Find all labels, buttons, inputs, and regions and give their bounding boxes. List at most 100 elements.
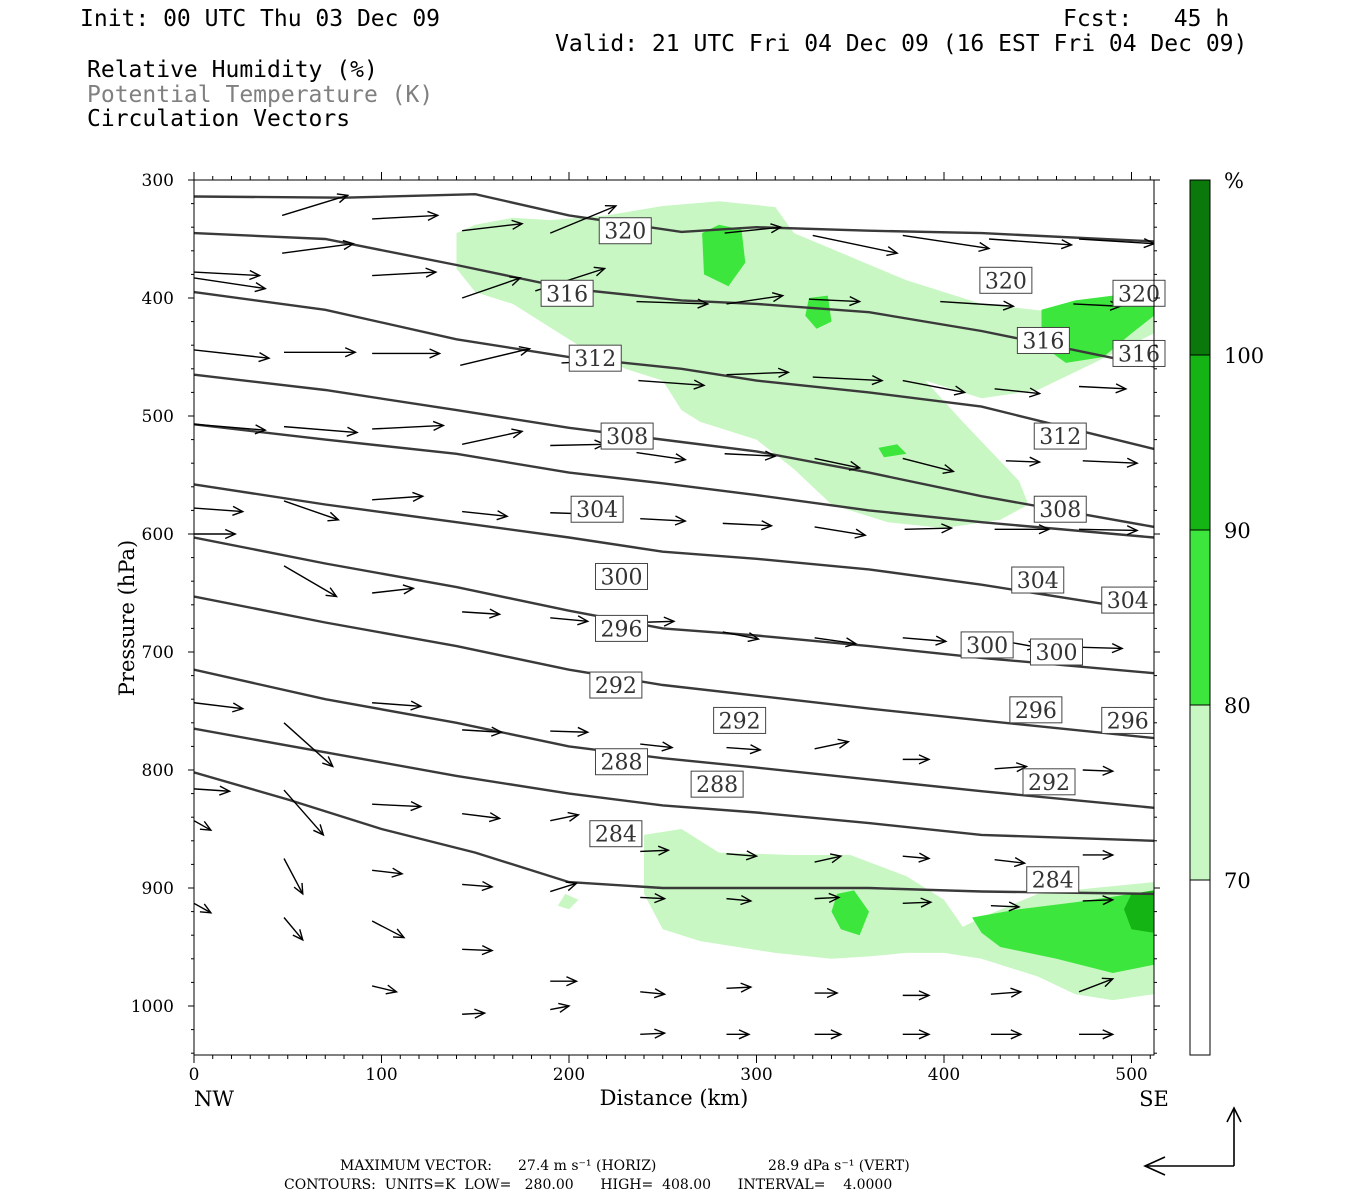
- circulation-vector: [372, 420, 446, 432]
- x-end-label-nw: NW: [194, 1087, 234, 1111]
- circulation-vector: [550, 881, 579, 893]
- circulation-vector: [194, 702, 245, 713]
- y-tick-label: 900: [142, 879, 174, 899]
- circulation-vector: [549, 204, 618, 234]
- y-tick-label: 600: [142, 525, 174, 545]
- circulation-vector: [283, 789, 325, 837]
- circulation-vector: [371, 984, 399, 995]
- valid-time: Valid: 21 UTC Fri 04 Dec 09 (16 EST Fri …: [555, 31, 1248, 57]
- circulation-vector: [726, 850, 759, 861]
- contour-label-304: 304: [570, 495, 624, 523]
- circulation-vector: [462, 1008, 487, 1019]
- svg-text:308: 308: [606, 425, 648, 450]
- rh-region-80-7: [831, 890, 869, 936]
- reference-vector-arrow-icon: [1143, 1106, 1242, 1176]
- circulation-vector: [902, 1029, 931, 1040]
- contour-label-296: 296: [1101, 706, 1155, 734]
- circulation-vector: [372, 267, 438, 278]
- x-axis-label: Distance (km): [600, 1086, 749, 1110]
- theta-contour-280: [194, 771, 1154, 896]
- theta-contour-300: [194, 483, 1154, 614]
- circulation-vector: [814, 637, 858, 648]
- colorbar-level-label: 80: [1224, 694, 1251, 718]
- circulation-vector: [550, 439, 607, 450]
- y-tick-label: 300: [142, 171, 174, 191]
- circulation-vector: [281, 193, 350, 217]
- circulation-vector: [724, 450, 777, 461]
- x-tick-label: 100: [365, 1065, 397, 1085]
- circulation-vector: [814, 738, 851, 750]
- colorbar-level-label: 100: [1224, 344, 1264, 368]
- circulation-vector: [814, 457, 862, 471]
- circulation-vector: [461, 276, 522, 299]
- circulation-vector: [283, 858, 304, 896]
- circulation-vector: [640, 515, 687, 526]
- svg-text:300: 300: [966, 634, 1008, 659]
- circulation-vector: [283, 722, 335, 768]
- contour-label-316: 316: [1016, 326, 1070, 354]
- circulation-vector: [550, 976, 579, 987]
- circulation-vector: [902, 457, 956, 475]
- theta-contour-292: [194, 595, 1154, 740]
- circulation-vector: [372, 700, 423, 711]
- rh-region-70-2: [557, 893, 579, 910]
- colorbar-unit: %: [1224, 169, 1244, 193]
- svg-text:284: 284: [1032, 869, 1074, 894]
- svg-text:292: 292: [1028, 771, 1070, 796]
- forecast-hour: Fcst: 45 h: [1063, 6, 1230, 32]
- circulation-vector: [994, 856, 1027, 868]
- circulation-vector: [550, 811, 581, 822]
- circulation-vector: [194, 820, 213, 832]
- circulation-vector: [372, 800, 423, 812]
- colorbar-band: [1189, 354, 1211, 531]
- circulation-vector: [808, 295, 862, 307]
- circulation-vector: [371, 920, 406, 939]
- circulation-vector: [902, 635, 948, 646]
- circulation-vector: [1078, 977, 1115, 993]
- circulation-vector: [990, 987, 1023, 998]
- circulation-vector: [638, 379, 706, 390]
- circulation-vector: [994, 524, 1051, 535]
- circulation-vector: [640, 893, 667, 904]
- x-tick-label: 500: [1115, 1065, 1147, 1085]
- circulation-vector: [904, 523, 954, 534]
- circulation-vector: [550, 1002, 571, 1013]
- circulation-vector: [636, 451, 687, 464]
- circulation-vector: [902, 234, 991, 253]
- rh-region-70-1: [644, 829, 1154, 1001]
- circulation-vector: [902, 852, 931, 863]
- circulation-vector: [994, 762, 1029, 773]
- contour-label-284: 284: [1026, 866, 1080, 894]
- colorbar: 70 80 90 100: [1189, 179, 1264, 1056]
- circulation-vector: [814, 526, 867, 539]
- circulation-vector: [722, 631, 761, 643]
- circulation-vector: [814, 1029, 843, 1040]
- colorbar-level-label: 90: [1224, 519, 1251, 543]
- contour-label-296: 296: [595, 614, 648, 642]
- circulation-vector: [283, 425, 359, 437]
- colorbar-band: [1189, 179, 1211, 356]
- contour-label-312: 312: [568, 344, 622, 372]
- theta-contour-304: [194, 423, 1154, 539]
- svg-text:308: 308: [1039, 498, 1081, 523]
- svg-text:296: 296: [601, 617, 643, 642]
- circulation-vector: [283, 917, 304, 942]
- circulation-vector: [940, 300, 1016, 311]
- contour-label-320: 320: [1112, 279, 1166, 307]
- theta-contour-320: [194, 192, 1154, 243]
- circulation-vector: [726, 291, 785, 305]
- y-axis-label: Pressure (hPa): [115, 540, 139, 696]
- circulation-vector: [640, 988, 667, 999]
- contour-label-304: 304: [1101, 586, 1155, 614]
- circulation-vector: [1082, 895, 1115, 906]
- circulation-vector: [1078, 525, 1139, 536]
- circulation-vector: [1082, 643, 1124, 654]
- svg-text:292: 292: [595, 674, 637, 699]
- x-tick-label: 200: [553, 1065, 585, 1085]
- circulation-vector: [1082, 765, 1115, 776]
- contour-label-304: 304: [1011, 566, 1065, 594]
- circulation-vector: [726, 1029, 751, 1040]
- contour-label-300: 300: [595, 562, 648, 590]
- field-vectors: Circulation Vectors: [87, 106, 351, 132]
